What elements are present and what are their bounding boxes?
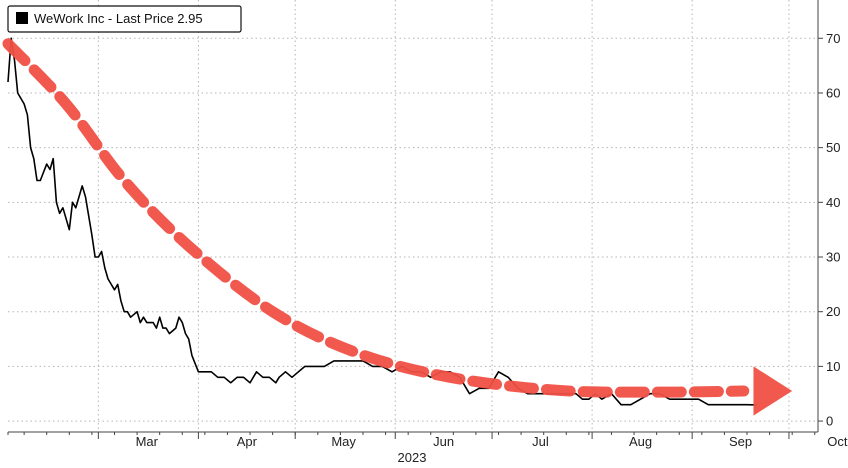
x-tick-label: Mar [136,434,159,449]
y-tick-label: 50 [826,140,840,155]
x-tick-label: Aug [629,434,652,449]
y-tick-label: 60 [826,85,840,100]
legend: WeWork Inc - Last Price 2.95 [7,5,242,33]
series-layer [7,37,757,406]
y-tick-label: 70 [826,31,840,46]
x-tick-label: Apr [237,434,258,449]
legend-label: WeWork Inc - Last Price 2.95 [34,11,203,26]
x-tick-label: May [331,434,356,449]
y-tick-label: 10 [826,359,840,374]
y-tick-label: 20 [826,304,840,319]
legend-box [7,5,242,33]
x-tick-label: Jun [433,434,454,449]
legend-swatch [16,12,28,24]
x-tick-label: Sep [729,434,752,449]
y-tick-label: 40 [826,195,840,210]
y-tick-label: 30 [826,250,840,265]
price-line [7,37,757,406]
x-tick-label: Jul [532,434,549,449]
trend-arrow-shaft [2,38,750,398]
grid [8,0,818,432]
trend-arrow [2,38,793,416]
x-axis-year-label: 2023 [398,450,427,465]
x-tick-label: Oct [827,434,848,449]
y-axis-ticks: 0 10 20 30 40 50 60 70 [818,31,840,429]
trend-arrow-head [753,366,793,416]
axes [8,0,819,433]
x-axis-ticks: Mar Apr May Jun Jul Aug Sep Oct [7,432,848,449]
y-tick-label: 0 [826,414,833,429]
